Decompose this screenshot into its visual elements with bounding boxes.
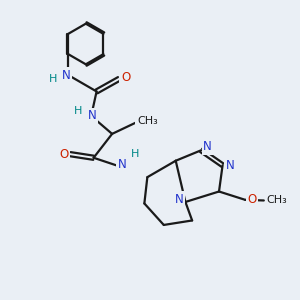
Text: CH₃: CH₃ <box>267 196 288 206</box>
Text: N: N <box>118 158 126 171</box>
Text: H: H <box>74 106 82 116</box>
Text: H: H <box>130 149 139 159</box>
Text: N: N <box>88 110 97 122</box>
Text: O: O <box>247 194 256 206</box>
Text: N: N <box>175 193 183 206</box>
Text: N: N <box>226 159 235 172</box>
Text: O: O <box>59 148 68 161</box>
Text: N: N <box>61 68 70 82</box>
Text: H: H <box>49 74 57 84</box>
Text: O: O <box>121 71 130 84</box>
Text: N: N <box>203 140 212 153</box>
Text: CH₃: CH₃ <box>137 116 158 126</box>
